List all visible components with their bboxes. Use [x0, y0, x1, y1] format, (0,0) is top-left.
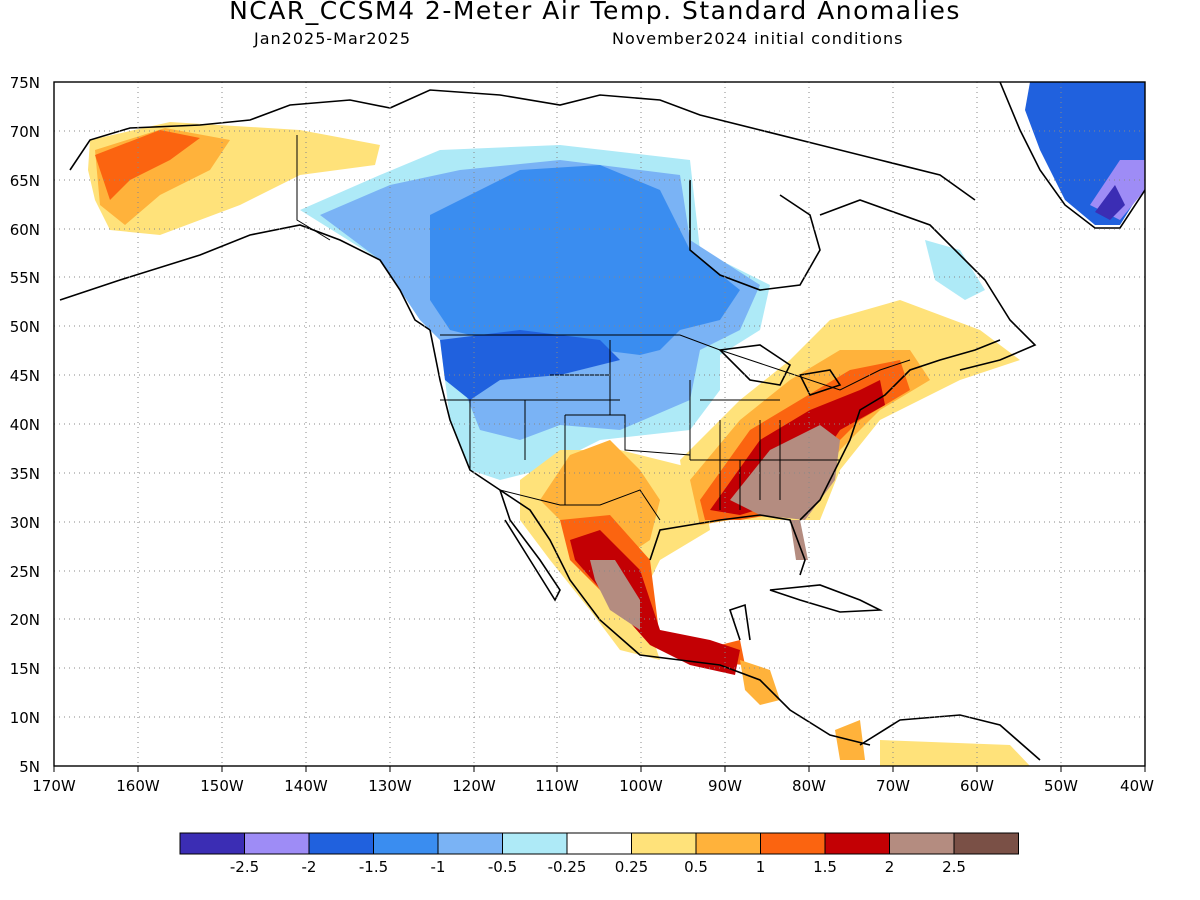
us-mexico-border [499, 489, 661, 521]
colorbar-swatch [437, 832, 503, 855]
colorbar-label: -1 [431, 858, 446, 876]
colorbar-label: 2.5 [942, 858, 966, 876]
colorbar-swatch [373, 832, 439, 855]
canada-strong-cold [430, 165, 740, 355]
lon-label: 90W [708, 777, 742, 795]
east-coast [799, 339, 1001, 521]
colorbar-label: -2.5 [230, 858, 259, 876]
lon-label: 40W [1120, 777, 1154, 795]
lat-label: 25N [10, 563, 40, 581]
labrador-light-cold [925, 240, 985, 300]
lat-label: 60N [10, 221, 40, 239]
map-title: NCAR_CCSM4 2-Meter Air Temp. Standard An… [229, 0, 961, 25]
latitude-labels: 75N 70N 65N 60N 55N 50N 45N 40N 35N 30N … [10, 74, 40, 776]
colorbar-swatch [953, 832, 1019, 855]
colorbar-label: 0.25 [615, 858, 648, 876]
southwest-orange-anomaly [540, 440, 660, 560]
lon-label: 130W [368, 777, 412, 795]
axis-ticks [53, 766, 1146, 772]
lat-label: 55N [10, 269, 40, 287]
colorbar-swatch [244, 832, 310, 855]
colorbar-label: 2 [885, 858, 895, 876]
lat-label: 20N [10, 611, 40, 629]
gulf-coast [649, 514, 806, 641]
colorbar-label: -0.5 [488, 858, 517, 876]
hudson-bay [689, 180, 821, 291]
lon-label: 160W [116, 777, 160, 795]
lat-label: 15N [10, 660, 40, 678]
central-america-warm [740, 660, 780, 705]
lon-label: 70W [876, 777, 910, 795]
lat-label: 45N [10, 367, 40, 385]
lat-label: 50N [10, 318, 40, 336]
northern-plains-cold [440, 330, 620, 400]
colorbar-swatch [308, 832, 374, 855]
caribbean-warm [880, 740, 1030, 766]
lat-label: 30N [10, 514, 40, 532]
colorbar-label: -0.25 [548, 858, 587, 876]
map-frame [53, 81, 1146, 767]
lon-label: 170W [32, 777, 76, 795]
forecast-period: Jan2025-Mar2025 [254, 29, 412, 48]
anomaly-shading [88, 82, 1145, 766]
lat-label: 65N [10, 172, 40, 190]
south-america [859, 714, 1041, 761]
colorbar-swatch [760, 832, 826, 855]
lon-label: 120W [452, 777, 496, 795]
baja [499, 489, 561, 602]
greenland-deep-purple [1095, 185, 1125, 220]
lon-label: 140W [284, 777, 328, 795]
alaska-strong-anomaly [95, 130, 200, 200]
colorbar-label: -1.5 [359, 858, 388, 876]
colorbar-label: 1 [756, 858, 766, 876]
lat-label: 75N [10, 74, 40, 92]
alaska-border [296, 135, 331, 241]
initial-conditions: November2024 initial conditions [612, 29, 904, 48]
colorbar-label: 0.5 [684, 858, 708, 876]
colorbar-label: 1.5 [813, 858, 837, 876]
alaska-coast [59, 99, 431, 331]
lon-label: 100W [619, 777, 663, 795]
mexico-brown-anomaly [590, 560, 640, 630]
lat-label: 5N [19, 758, 40, 776]
graticule [54, 82, 1145, 766]
lat-label: 40N [10, 416, 40, 434]
lon-label: 150W [200, 777, 244, 795]
colorbar-swatch [502, 832, 568, 855]
lat-label: 35N [10, 465, 40, 483]
us-canada-border [440, 334, 911, 391]
lat-label: 10N [10, 709, 40, 727]
coastlines [59, 82, 1145, 761]
cuba [769, 584, 884, 613]
lon-label: 110W [535, 777, 579, 795]
colorbar: -2.5 -2 -1.5 -1 -0.5 -0.25 0.25 0.5 1 1.5 2 2.5 [179, 832, 1019, 876]
colorbar-swatch [566, 832, 632, 855]
lon-label: 50W [1044, 777, 1078, 795]
west-coast-us [429, 329, 871, 746]
labrador-coast [819, 199, 1037, 371]
colorbar-swatch [824, 832, 890, 855]
lon-label: 80W [792, 777, 826, 795]
colorbar-swatch [695, 832, 761, 855]
colorbar-swatch [179, 832, 245, 855]
lat-label: 70N [10, 123, 40, 141]
colorbar-swatch [631, 832, 697, 855]
colorbar-label: -2 [302, 858, 317, 876]
colorbar-swatch [889, 832, 955, 855]
longitude-labels: 170W 160W 150W 140W 130W 120W 110W 100W … [32, 777, 1154, 795]
greenland-coast [999, 82, 1145, 229]
north-coast [389, 89, 976, 201]
lon-label: 60W [960, 777, 994, 795]
